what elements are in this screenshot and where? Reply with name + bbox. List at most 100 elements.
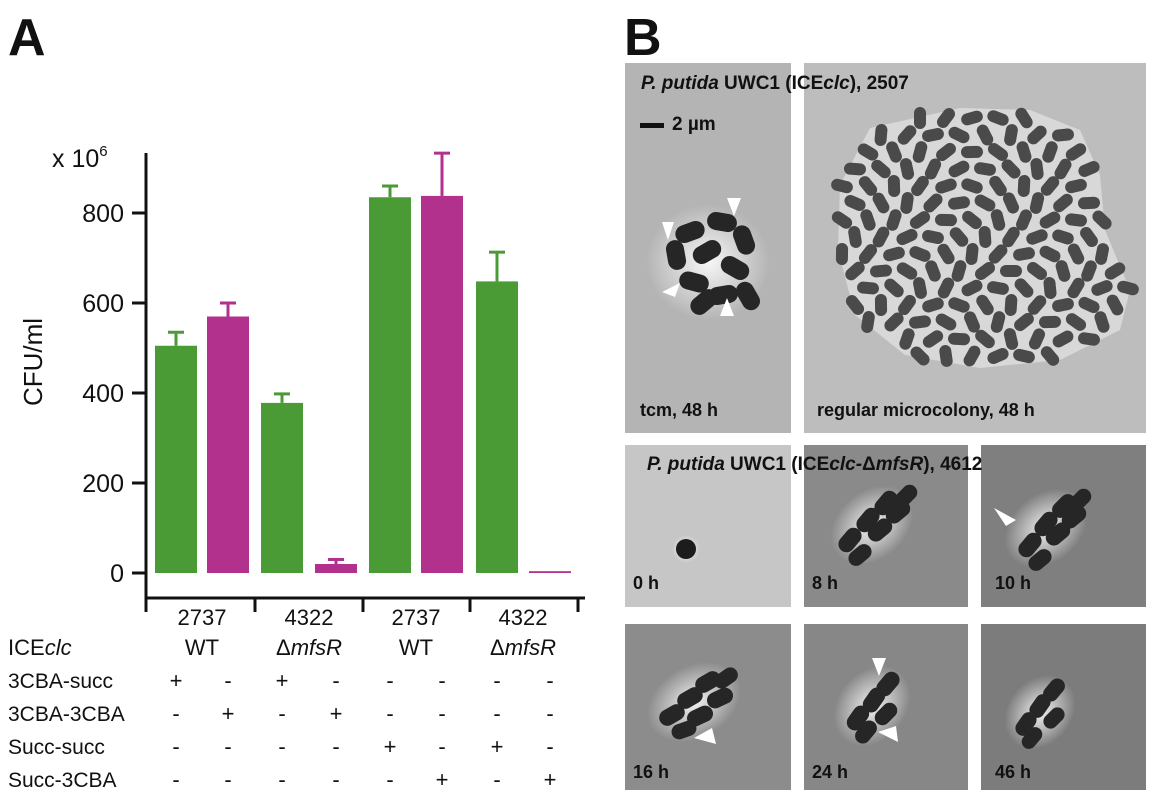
colony-cell [1042,141,1058,163]
colony-cell [883,246,905,262]
colony-cell [1001,159,1021,179]
colony-cell [874,124,888,146]
label-46h: 46 h [995,762,1032,782]
colony-cell [1080,226,1098,248]
condition-mark-0-1: - [224,668,231,693]
colony-cell [909,211,931,229]
ice-row-label: ICEclc [8,635,72,660]
colony-cell [1065,313,1087,331]
colony-cell [975,261,995,281]
colony-cell [961,145,983,159]
colony-cell [1052,229,1074,245]
y-tick-label-3: 600 [82,290,124,318]
colony-cell [924,158,942,180]
colony-cell [1081,260,1097,282]
colony-cell [987,110,1009,126]
label-0h: 0 h [633,573,660,593]
panel-b-label: B [624,9,662,67]
colony-cell [1054,158,1072,180]
colony-cell [976,124,994,146]
colony-cell [922,128,944,142]
single-cell-0h [672,535,700,563]
cluster-10h [1004,485,1095,575]
colony-cell [898,294,916,316]
bar-4 [369,197,411,573]
condition-mark-3-2: - [278,767,285,792]
colony-cell [923,193,943,213]
colony-cell [899,158,915,180]
colony-cell [936,108,956,128]
colony-cell [861,311,875,333]
colony-cell [831,211,853,229]
condition-mark-1-4: - [386,701,393,726]
colony-cell [989,175,1007,197]
bar-chart: x 106 CFU/ml 0 200 400 600 800 2737 WT 4322 Δmfs… [8,143,585,792]
colony-cell [1065,178,1087,194]
bar-3 [315,564,357,573]
colony-cell [1067,243,1085,265]
condition-mark-2-4: + [384,734,397,759]
colony-cell [948,126,970,144]
colony-cell [910,346,930,366]
colony-cell [922,229,944,245]
cluster-24h [833,665,911,747]
group-number-0: 2737 [178,605,227,630]
colony-cell [913,277,927,299]
colony-cell [1015,107,1033,129]
colony-cell [1052,297,1074,313]
condition-mark-0-6: - [493,668,500,693]
colony-cell [1052,128,1074,142]
colony-cell [1004,294,1018,316]
colony-cell [937,277,955,299]
colony-cell [1040,176,1060,196]
colony-cell [987,347,1009,365]
label-10h: 10 h [995,573,1032,593]
condition-label-3: Succ-3CBA [8,769,117,792]
colony-cell [1004,124,1018,146]
colony-cell [845,295,865,315]
colony-cell [911,175,929,197]
group-number-2: 2737 [392,605,441,630]
condition-mark-0-7: - [546,668,553,693]
condition-mark-0-4: - [386,668,393,693]
condition-mark-1-5: - [438,701,445,726]
colony-cell [961,110,983,126]
condition-mark-1-7: - [546,701,553,726]
group-number-3: 4322 [499,605,548,630]
colony-cell [990,311,1006,333]
colony-cell [948,332,970,346]
condition-label-2: Succ-succ [8,736,105,759]
colony-cell [1053,193,1073,213]
bar-6 [476,281,518,573]
colony-cell [987,143,1009,161]
colony-cell [874,294,888,316]
colony-cell [914,107,926,129]
colony-cell [857,143,879,161]
colony-cell [961,279,983,297]
colony-cell [1014,278,1034,298]
colony-cell [899,328,915,350]
condition-mark-1-3: + [330,701,343,726]
colony-cell [990,209,1006,231]
condition-mark-0-2: + [276,668,289,693]
colony-cell [1055,260,1071,282]
colony-cell [1052,330,1074,348]
colony-cell [922,297,944,313]
bar-0 [155,345,197,573]
condition-mark-3-7: + [544,767,557,792]
label-16h: 16 h [633,762,670,782]
cell-cluster-tcm [646,204,770,320]
colony-cell [951,260,967,282]
colony-cell [1017,175,1031,197]
colony-cell [1078,196,1100,210]
condition-mark-2-6: + [491,734,504,759]
colony-cell [845,261,865,281]
condition-mark-2-1: - [224,734,231,759]
colony-cell [844,194,866,212]
colony-cell [1027,125,1047,145]
colony-cell [935,213,957,227]
colony-cell [949,227,969,247]
condition-mark-1-2: - [278,701,285,726]
colony-cell [988,244,1008,264]
